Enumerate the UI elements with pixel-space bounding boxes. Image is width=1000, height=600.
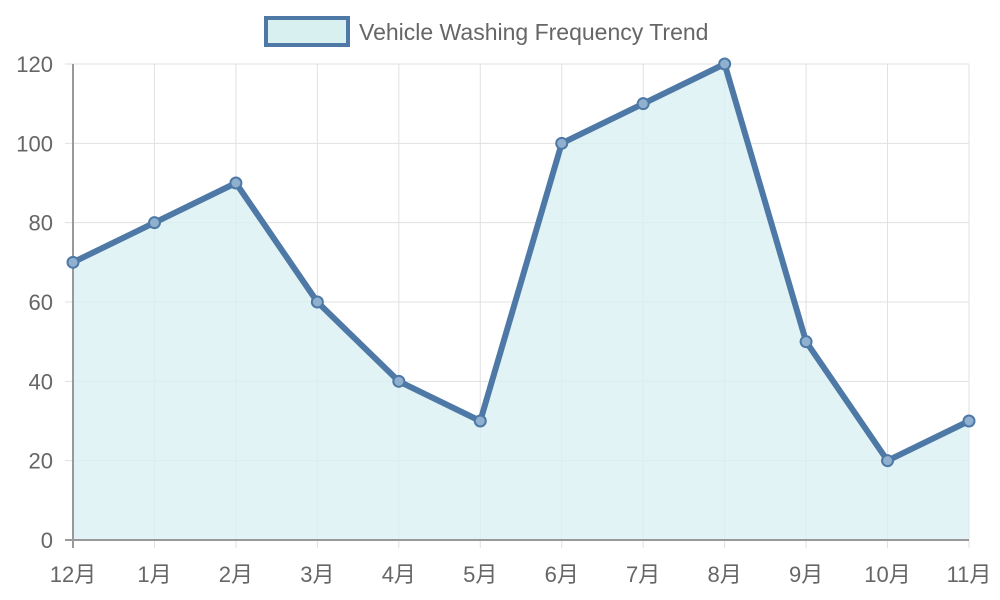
x-tick-label: 5月 bbox=[463, 562, 497, 587]
legend-swatch[interactable] bbox=[264, 16, 350, 47]
y-tick-label: 0 bbox=[41, 528, 53, 553]
data-point[interactable] bbox=[881, 454, 895, 468]
x-tick-label: 11月 bbox=[947, 562, 992, 587]
x-tick-label: 8月 bbox=[708, 562, 742, 587]
data-point[interactable] bbox=[636, 97, 650, 111]
series-area-fill bbox=[73, 64, 969, 540]
y-tick-label: 120 bbox=[16, 52, 53, 77]
y-tick-label: 20 bbox=[29, 449, 53, 474]
x-tick-label: 7月 bbox=[626, 562, 660, 587]
x-tick-label: 12月 bbox=[50, 562, 96, 587]
series-line bbox=[70, 61, 972, 464]
y-tick-label: 100 bbox=[16, 131, 53, 156]
axes bbox=[65, 64, 969, 548]
data-point[interactable] bbox=[473, 414, 487, 428]
series-line-group bbox=[70, 61, 972, 464]
data-point[interactable] bbox=[799, 335, 813, 349]
x-tick-label: 3月 bbox=[300, 562, 334, 587]
data-point[interactable] bbox=[229, 176, 243, 190]
area-fill-group bbox=[73, 64, 969, 540]
data-point[interactable] bbox=[718, 57, 732, 71]
data-point[interactable] bbox=[392, 374, 406, 388]
legend-label[interactable]: Vehicle Washing Frequency Trend bbox=[359, 19, 708, 45]
data-point[interactable] bbox=[310, 295, 324, 309]
x-tick-label: 2月 bbox=[219, 562, 253, 587]
y-tick-label: 60 bbox=[29, 290, 53, 315]
x-tick-label: 10月 bbox=[864, 562, 910, 587]
y-tick-label: 40 bbox=[29, 369, 53, 394]
data-point[interactable] bbox=[147, 216, 161, 230]
x-tick-label: 4月 bbox=[382, 562, 416, 587]
x-tick-labels: 12月 1月 2月 3月 4月 5月 6月 7月 8月 9月 10月 11月 bbox=[50, 562, 992, 587]
data-point[interactable] bbox=[555, 136, 569, 150]
x-tick-label: 6月 bbox=[545, 562, 579, 587]
x-tick-label: 1月 bbox=[137, 562, 171, 587]
x-tick-label: 9月 bbox=[789, 562, 823, 587]
y-tick-label: 80 bbox=[29, 211, 53, 236]
data-points bbox=[66, 57, 976, 468]
data-point[interactable] bbox=[962, 414, 976, 428]
data-point[interactable] bbox=[66, 255, 80, 269]
legend[interactable]: Vehicle Washing Frequency Trend bbox=[264, 16, 708, 47]
y-tick-labels: 0 20 40 60 80 100 120 bbox=[16, 52, 53, 553]
